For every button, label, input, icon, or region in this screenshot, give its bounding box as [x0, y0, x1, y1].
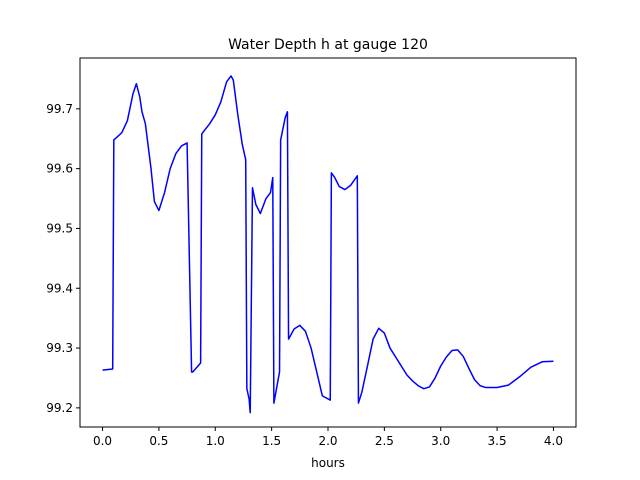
x-tick-label: 2.0	[318, 434, 337, 448]
y-tick-label: 99.2	[46, 401, 73, 415]
chart-title: Water Depth h at gauge 120	[228, 37, 428, 53]
x-tick-label: 3.5	[488, 434, 507, 448]
x-tick-label: 0.5	[149, 434, 168, 448]
x-tick-label: 4.0	[544, 434, 563, 448]
y-tick-label: 99.4	[46, 281, 73, 295]
plot-area	[80, 58, 576, 427]
x-tick-label: 2.5	[375, 434, 394, 448]
x-tick-label: 3.0	[431, 434, 450, 448]
y-tick-label: 99.6	[46, 162, 73, 176]
y-tick-label: 99.5	[46, 221, 73, 235]
x-tick-label: 0.0	[93, 434, 112, 448]
x-axis-ticks: 0.0 0.5 1.0 1.5 2.0 2.5 3.0 3.5 4.0	[93, 427, 563, 448]
y-axis-ticks: 99.2 99.3 99.4 99.5 99.6 99.7	[46, 102, 80, 415]
x-tick-label: 1.5	[262, 434, 281, 448]
y-tick-label: 99.3	[46, 341, 73, 355]
x-tick-label: 1.0	[206, 434, 225, 448]
x-axis-label: hours	[311, 456, 345, 470]
water-depth-series-line	[102, 75, 554, 414]
y-tick-label: 99.7	[46, 102, 73, 116]
plot-frame	[79, 57, 577, 428]
